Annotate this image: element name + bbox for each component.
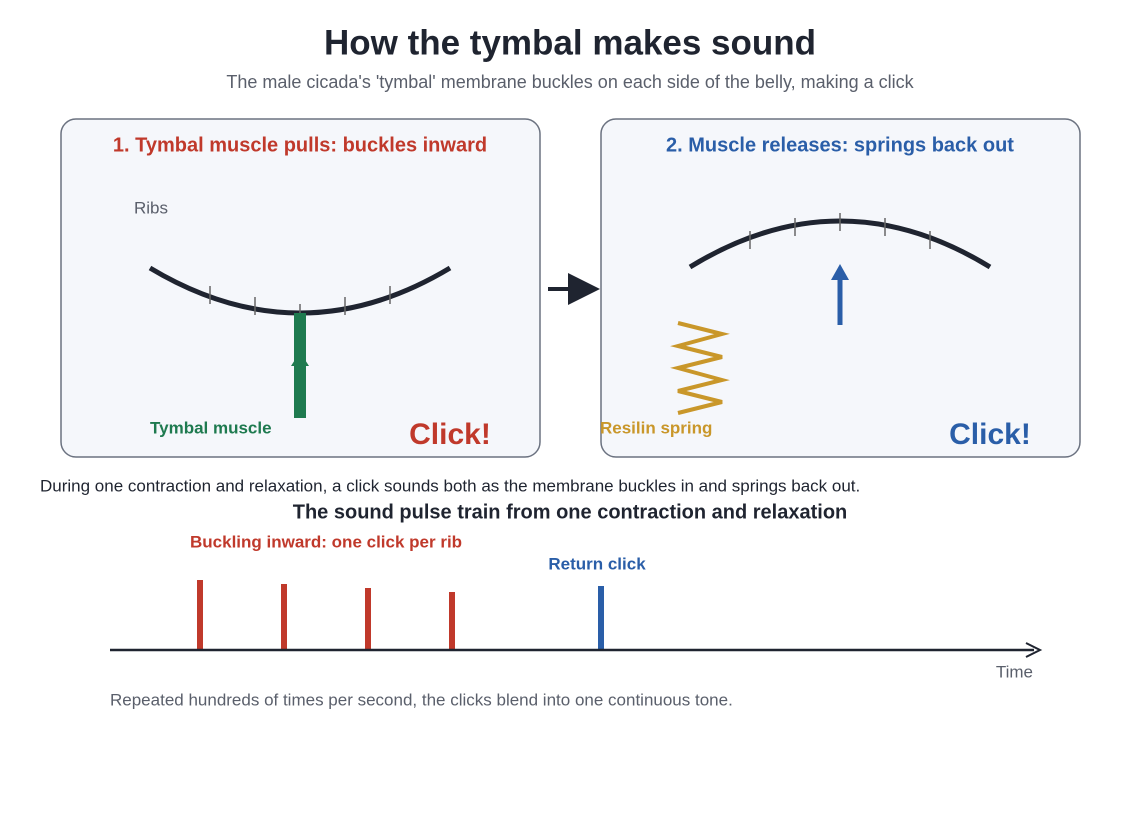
inward-label: Buckling inward: one click per rib — [190, 532, 462, 551]
spring — [670, 321, 730, 415]
ribs — [749, 213, 931, 249]
footer: Repeated hundreds of times per second, t… — [110, 690, 733, 709]
title: How the tymbal makes sound — [324, 23, 816, 62]
spring-label: Resilin spring — [600, 418, 712, 437]
caption: During one contraction and relaxation, a… — [40, 476, 860, 495]
muscle-label: Tymbal muscle — [150, 418, 272, 437]
panel-title: 1. Tymbal muscle pulls: buckles inward — [113, 134, 487, 156]
subtitle: The male cicada's 'tymbal' membrane buck… — [226, 72, 914, 92]
click-label: Click! — [409, 418, 491, 451]
click-label: Click! — [949, 418, 1031, 451]
panel — [60, 118, 541, 458]
release-arrowhead — [831, 264, 849, 280]
pulse-title: The sound pulse train from one contracti… — [293, 501, 848, 523]
muscle-arrow — [291, 352, 309, 366]
inward-pulses — [197, 580, 455, 650]
panel-title: 2. Muscle releases: springs back out — [666, 134, 1014, 156]
time-arrow — [1025, 642, 1043, 658]
axis-label: Time — [996, 662, 1033, 681]
return-pulse — [598, 586, 604, 650]
ribs-label: Ribs — [134, 198, 168, 217]
return-label: Return click — [548, 554, 646, 573]
